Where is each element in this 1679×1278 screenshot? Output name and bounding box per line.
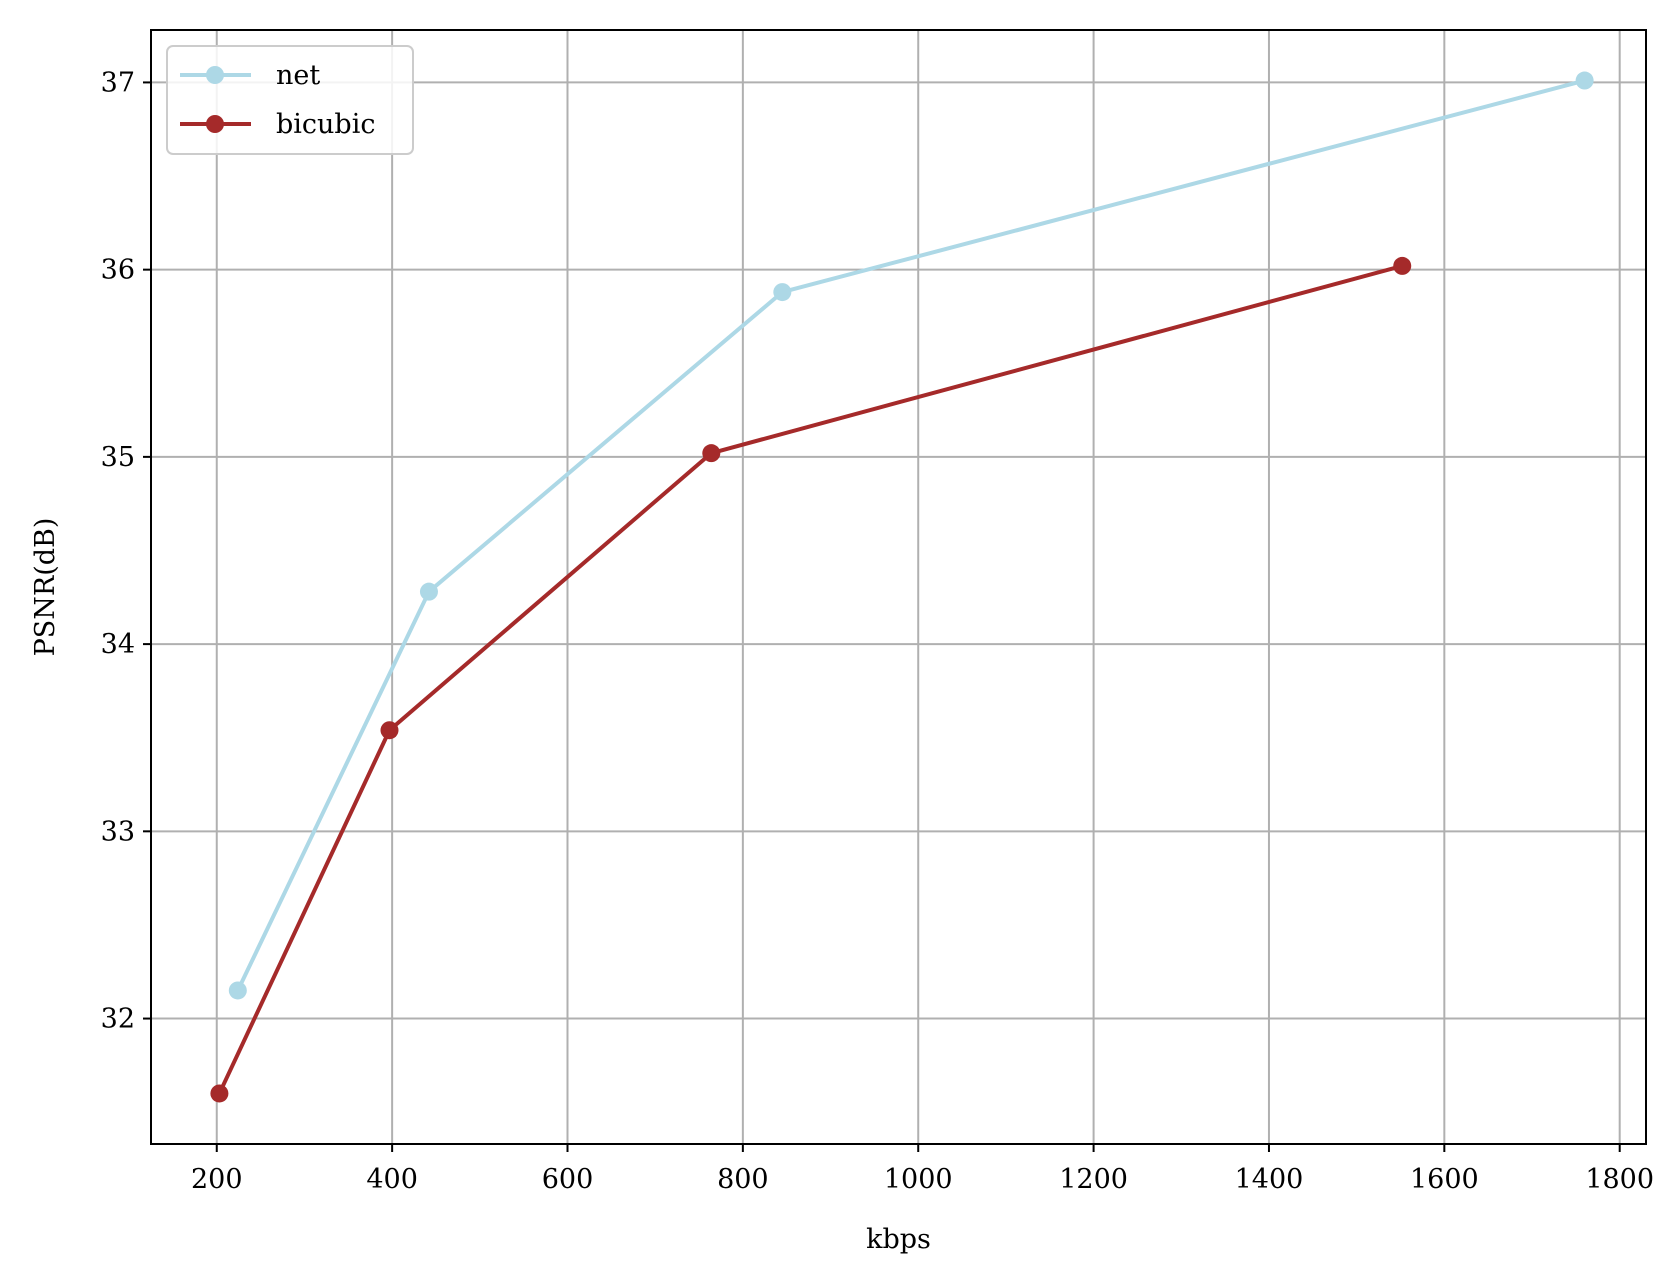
y-tick-label: 34 [101,629,135,660]
series-line-bicubic [217,263,1403,1095]
data-point-bicubic [1393,256,1412,275]
x-tick-label: 1000 [884,1164,953,1195]
ticks: 200 400 600 800 1000 1200 1400 1600 1800 32 33 34 35… [101,67,1654,1195]
data-point-net [228,981,247,1000]
legend-label: bicubic [276,109,375,140]
y-axis-title: PSNR(dB) [30,518,61,657]
x-tick-label: 200 [191,1164,243,1195]
y-tick-label: 37 [101,67,135,98]
x-tick-label: 600 [542,1164,594,1195]
y-tick-label: 36 [101,255,135,286]
series-layer [210,71,1594,1103]
x-axis-title: kbps [866,1224,931,1255]
plot-frame [150,29,1647,1145]
x-tick-label: 1200 [1059,1164,1128,1195]
legend-label: net [276,60,320,91]
y-tick-label: 35 [101,442,135,473]
series-net [228,71,1594,1000]
legend-swatch-marker [206,115,224,133]
legend-item-bicubic: bicubic [180,109,375,140]
legend-swatch-marker [206,66,224,84]
x-tick-label: 1600 [1410,1164,1479,1195]
data-point-bicubic [380,721,399,740]
series-line-net [236,78,1586,992]
y-tick-label: 32 [101,1004,135,1035]
data-point-net [1575,71,1594,90]
data-point-bicubic [702,444,721,463]
x-tick-label: 400 [366,1164,418,1195]
series-bicubic [210,256,1412,1103]
legend: net bicubic [166,45,414,155]
x-tick-label: 1400 [1235,1164,1304,1195]
data-point-net [773,283,792,302]
y-tick-label: 33 [101,816,135,847]
x-tick-label: 800 [717,1164,769,1195]
x-tick-label: 1800 [1585,1164,1654,1195]
data-point-net [419,582,438,601]
data-point-bicubic [210,1084,229,1103]
legend-item-net: net [180,60,320,91]
